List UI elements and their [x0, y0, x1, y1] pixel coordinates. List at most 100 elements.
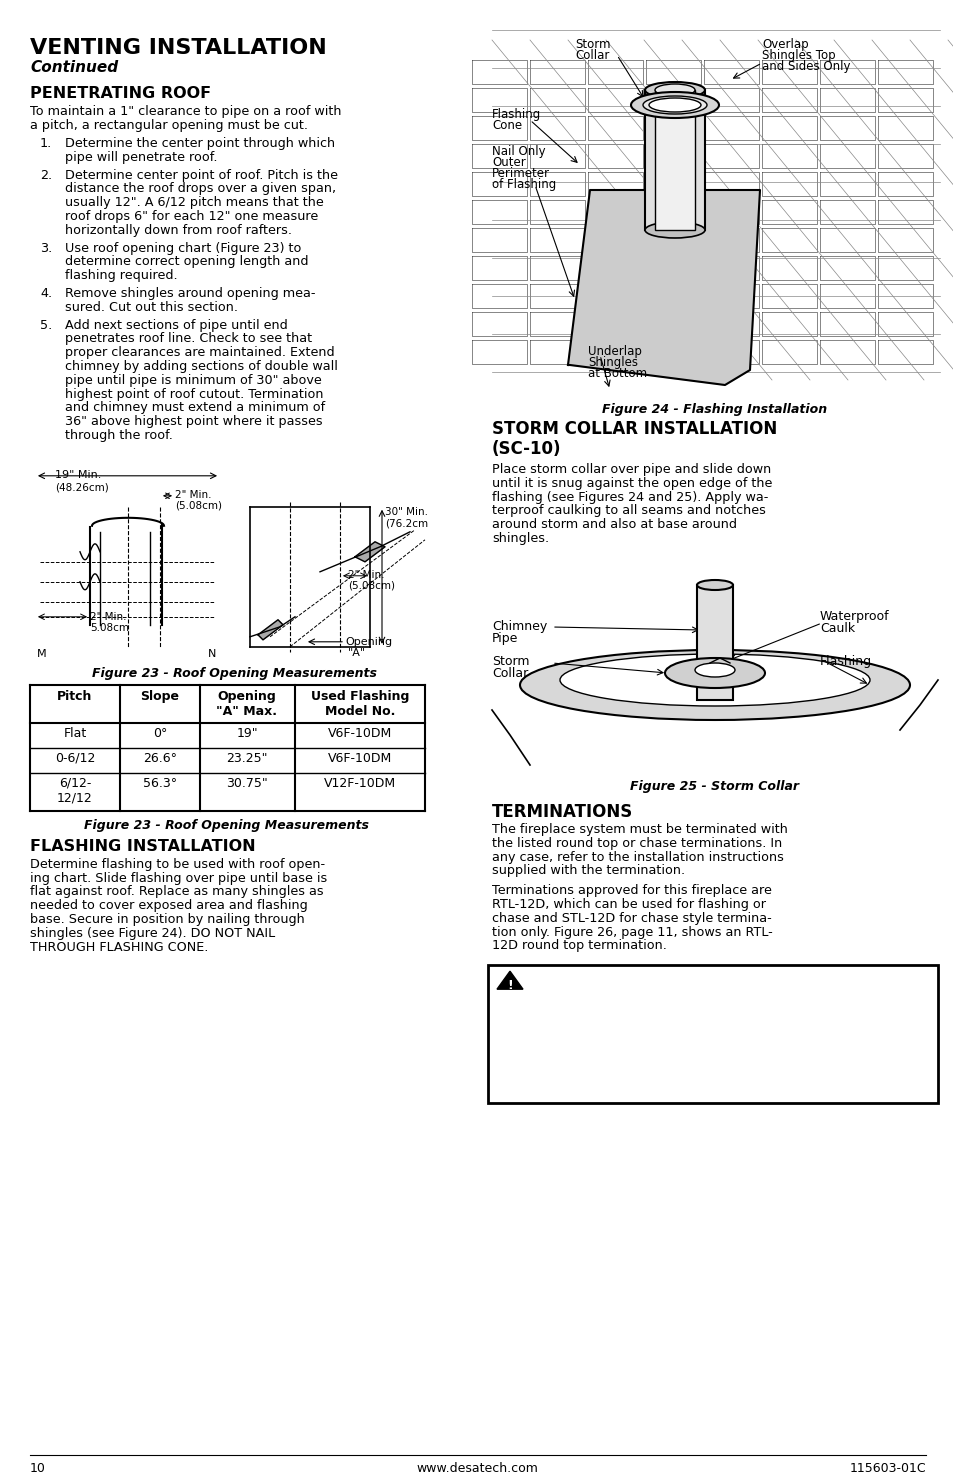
Polygon shape [497, 971, 522, 990]
Text: chimney by adding sections of double wall: chimney by adding sections of double wal… [65, 360, 337, 373]
Text: Determine flashing to be used with roof open-: Determine flashing to be used with roof … [30, 858, 325, 870]
Text: Determine the center point through which: Determine the center point through which [65, 137, 335, 150]
Polygon shape [355, 541, 385, 562]
Text: Terminations approved for this fireplace are: Terminations approved for this fireplace… [492, 884, 771, 897]
Text: Pitch: Pitch [57, 690, 92, 702]
Ellipse shape [630, 91, 719, 118]
Text: 19": 19" [236, 727, 257, 740]
Text: 36" above highest point where it passes: 36" above highest point where it passes [65, 414, 322, 428]
Text: 23.25": 23.25" [226, 752, 268, 766]
Text: V6F-10DM: V6F-10DM [328, 752, 392, 766]
Text: (5.08cm): (5.08cm) [174, 502, 222, 510]
Text: at Bottom: at Bottom [587, 367, 646, 381]
Text: 5.08cm: 5.08cm [90, 622, 129, 633]
Text: pipe will penetrate roof.: pipe will penetrate roof. [65, 150, 217, 164]
Text: Flashing: Flashing [492, 108, 540, 121]
Text: 30" Min.: 30" Min. [385, 507, 428, 516]
Text: Pipe: Pipe [492, 631, 517, 645]
Text: distance the roof drops over a given span,: distance the roof drops over a given spa… [65, 183, 335, 195]
Text: !: ! [507, 979, 513, 993]
Text: and Sides Only: and Sides Only [761, 60, 850, 72]
Text: Opening: Opening [345, 637, 392, 648]
Text: N: N [208, 649, 216, 659]
Text: 2" Min.: 2" Min. [90, 612, 127, 622]
Ellipse shape [644, 223, 704, 237]
Text: 2" Min.: 2" Min. [174, 490, 212, 500]
Text: Caulk: Caulk [820, 622, 854, 636]
Ellipse shape [695, 662, 734, 677]
Text: Flashing: Flashing [820, 655, 871, 668]
Ellipse shape [642, 96, 706, 114]
Text: Add next sections of pipe until end: Add next sections of pipe until end [65, 319, 288, 332]
Text: Used Flashing
Model No.: Used Flashing Model No. [311, 690, 409, 718]
Bar [488, 965, 937, 1103]
Text: 4.: 4. [40, 288, 52, 299]
Text: shingles (see Figure 24). DO NOT NAIL: shingles (see Figure 24). DO NOT NAIL [30, 926, 274, 940]
Text: flashing (see Figures 24 and 25). Apply wa-: flashing (see Figures 24 and 25). Apply … [492, 491, 767, 503]
Text: Perimeter: Perimeter [492, 167, 550, 180]
Ellipse shape [655, 84, 695, 96]
Text: Slope: Slope [140, 690, 179, 702]
Text: TERMINATIONS: TERMINATIONS [492, 802, 633, 822]
Text: flashing required.: flashing required. [65, 270, 177, 282]
Text: (5.08cm): (5.08cm) [348, 581, 395, 591]
Text: around storm and also at base around: around storm and also at base around [492, 518, 737, 531]
Text: pipe until pipe is minimum of 30" above: pipe until pipe is minimum of 30" above [65, 373, 321, 386]
Text: (SC-10): (SC-10) [492, 440, 561, 459]
Text: 2.: 2. [40, 168, 52, 181]
Ellipse shape [644, 83, 704, 97]
Bar [644, 90, 704, 230]
Text: 19" Min.: 19" Min. [55, 471, 101, 479]
Text: Flat: Flat [63, 727, 87, 740]
Text: Figure 23 - Roof Opening Measurements: Figure 23 - Roof Opening Measurements [85, 819, 369, 832]
Text: 5.: 5. [40, 319, 52, 332]
Ellipse shape [559, 653, 869, 707]
Text: (76.2cm: (76.2cm [385, 519, 428, 530]
Text: shingles.: shingles. [492, 532, 549, 544]
Text: 10: 10 [30, 1462, 46, 1475]
Text: the listed round top or chase terminations. In: the listed round top or chase terminatio… [492, 836, 781, 850]
Text: provided with the termination: provided with the termination [526, 1040, 800, 1055]
Text: Continued: Continued [30, 60, 118, 75]
Text: until it is snug against the open edge of the: until it is snug against the open edge o… [492, 476, 772, 490]
Polygon shape [257, 620, 283, 640]
Text: any case, refer to the installation instructions: any case, refer to the installation inst… [492, 851, 783, 863]
Text: RTL-12D, which can be used for flashing or: RTL-12D, which can be used for flashing … [492, 898, 765, 912]
Text: sured. Cut out this section.: sured. Cut out this section. [65, 301, 237, 314]
Text: www.desatech.com: www.desatech.com [416, 1462, 537, 1475]
Text: Use roof opening chart (Figure 23) to: Use roof opening chart (Figure 23) to [65, 242, 301, 255]
Text: needed to cover exposed area and flashing: needed to cover exposed area and flashin… [30, 900, 308, 912]
Text: base. Secure in position by nailing through: base. Secure in position by nailing thro… [30, 913, 304, 926]
Text: Shingles Top: Shingles Top [761, 49, 835, 62]
Text: Remove shingles around opening mea-: Remove shingles around opening mea- [65, 288, 315, 299]
Text: roof drops 6" for each 12" one measure: roof drops 6" for each 12" one measure [65, 209, 318, 223]
Text: M: M [37, 649, 47, 659]
Text: Opening
"A" Max.: Opening "A" Max. [216, 690, 277, 718]
Text: Shingles: Shingles [587, 355, 638, 369]
Text: low the installation instructions: low the installation instructions [526, 1018, 815, 1032]
Text: tion only. Figure 26, page 11, shows an RTL-: tion only. Figure 26, page 11, shows an … [492, 926, 772, 938]
Text: chase and STL-12D for chase style termina-: chase and STL-12D for chase style termin… [492, 912, 771, 925]
Text: Place storm collar over pipe and slide down: Place storm collar over pipe and slide d… [492, 463, 770, 476]
Text: 56.3°: 56.3° [143, 777, 177, 789]
Text: 0°: 0° [152, 727, 167, 740]
Text: THROUGH FLASHING CONE.: THROUGH FLASHING CONE. [30, 941, 208, 954]
Text: 2" Min.: 2" Min. [348, 569, 384, 580]
Text: 3.: 3. [40, 242, 52, 255]
Text: 26.6°: 26.6° [143, 752, 177, 766]
Text: VENTING INSTALLATION: VENTING INSTALLATION [30, 38, 327, 58]
Text: FLASHING INSTALLATION: FLASHING INSTALLATION [30, 839, 255, 854]
Text: and chimney must extend a minimum of: and chimney must extend a minimum of [65, 401, 325, 414]
Ellipse shape [664, 658, 764, 687]
Bar [655, 90, 695, 230]
Text: V12F-10DM: V12F-10DM [324, 777, 395, 789]
Text: Storm: Storm [492, 655, 529, 668]
Text: 30.75": 30.75" [226, 777, 268, 789]
Text: 115603-01C: 115603-01C [848, 1462, 925, 1475]
Text: Figure 24 - Flashing Installation: Figure 24 - Flashing Installation [601, 403, 826, 416]
Text: Chimney: Chimney [492, 620, 547, 633]
Text: proper clearances are maintained. Extend: proper clearances are maintained. Extend [65, 347, 335, 360]
Text: Figure 25 - Storm Collar: Figure 25 - Storm Collar [630, 780, 799, 794]
Text: Storm: Storm [575, 38, 610, 52]
Text: ings on the rooftop flashing. Fol-: ings on the rooftop flashing. Fol- [526, 996, 824, 1010]
